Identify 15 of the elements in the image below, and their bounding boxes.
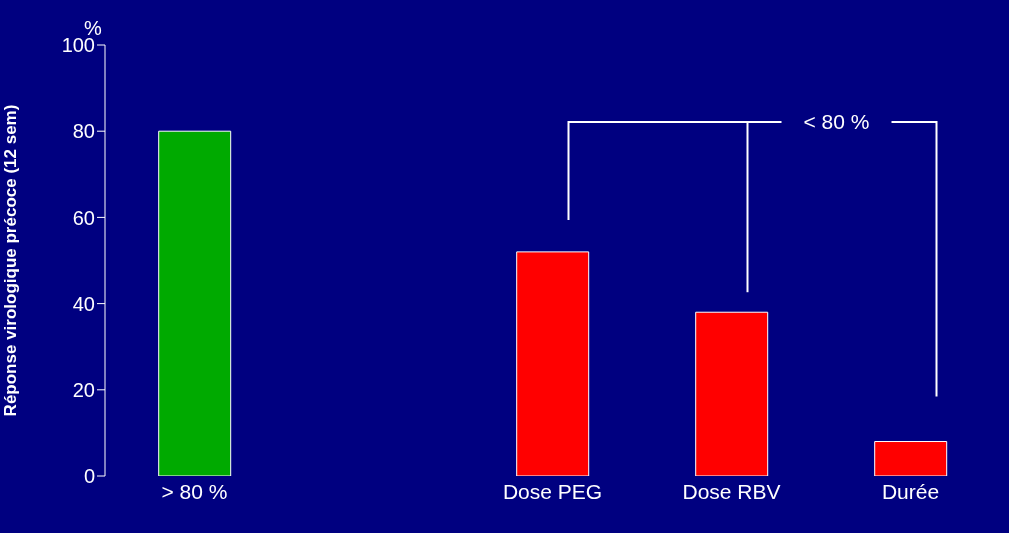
annotation: < 80 %	[803, 109, 870, 133]
x-tick-label: > 80 %	[161, 479, 228, 503]
bar	[158, 130, 232, 476]
y-tick-label: 0	[83, 465, 95, 488]
x-tick-label: Dose PEG	[502, 479, 603, 503]
y-tick-label: 80	[72, 120, 95, 143]
y-tick-label: 40	[72, 292, 95, 315]
bar	[874, 441, 948, 476]
x-tick-label: Durée	[881, 479, 940, 503]
bar	[695, 311, 769, 476]
y-axis-title: Réponse virologique précoce (12 sem)	[1, 104, 21, 417]
bar	[516, 251, 590, 476]
x-tick-label: Dose RBV	[682, 479, 781, 503]
y-tick-label: 60	[72, 206, 95, 229]
y-tick-label: 20	[72, 378, 95, 401]
